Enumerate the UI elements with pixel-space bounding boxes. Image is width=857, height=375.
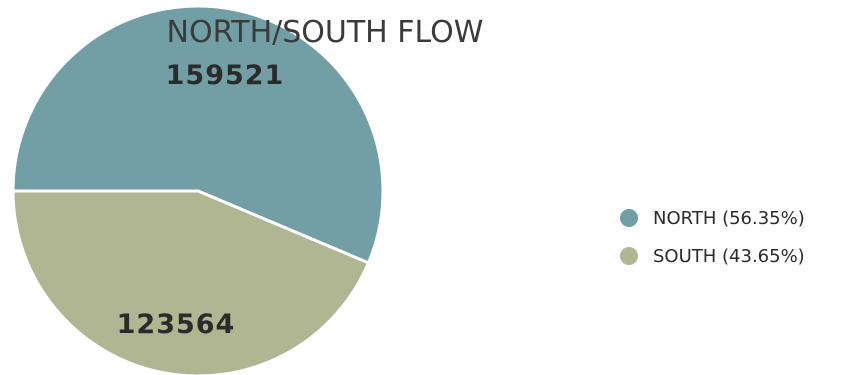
pie-slice-north[interactable] xyxy=(11,4,385,265)
legend: NORTH (56.35%) SOUTH (43.65%) xyxy=(620,208,805,267)
pie-slice-south[interactable] xyxy=(11,189,371,375)
data-label-north: 159521 xyxy=(166,60,285,91)
pie-slices xyxy=(11,4,385,375)
legend-label-south: SOUTH (43.65%) xyxy=(653,246,805,267)
legend-swatch-north xyxy=(620,209,638,227)
legend-label-north: NORTH (56.35%) xyxy=(653,208,805,229)
legend-item-south[interactable]: SOUTH (43.65%) xyxy=(620,246,805,267)
legend-swatch-south xyxy=(620,247,638,265)
data-label-south: 123564 xyxy=(117,309,236,340)
legend-item-north[interactable]: NORTH (56.35%) xyxy=(620,208,805,229)
chart-title: NORTH/SOUTH FLOW xyxy=(167,15,484,50)
